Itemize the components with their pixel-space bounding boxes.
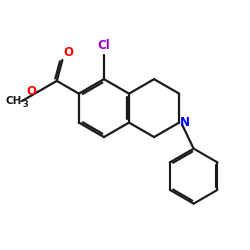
Text: O: O <box>64 46 74 59</box>
Text: 3: 3 <box>23 100 29 109</box>
Text: O: O <box>26 85 36 98</box>
Text: CH: CH <box>5 96 22 106</box>
Text: N: N <box>180 116 190 129</box>
Text: Cl: Cl <box>98 39 110 52</box>
